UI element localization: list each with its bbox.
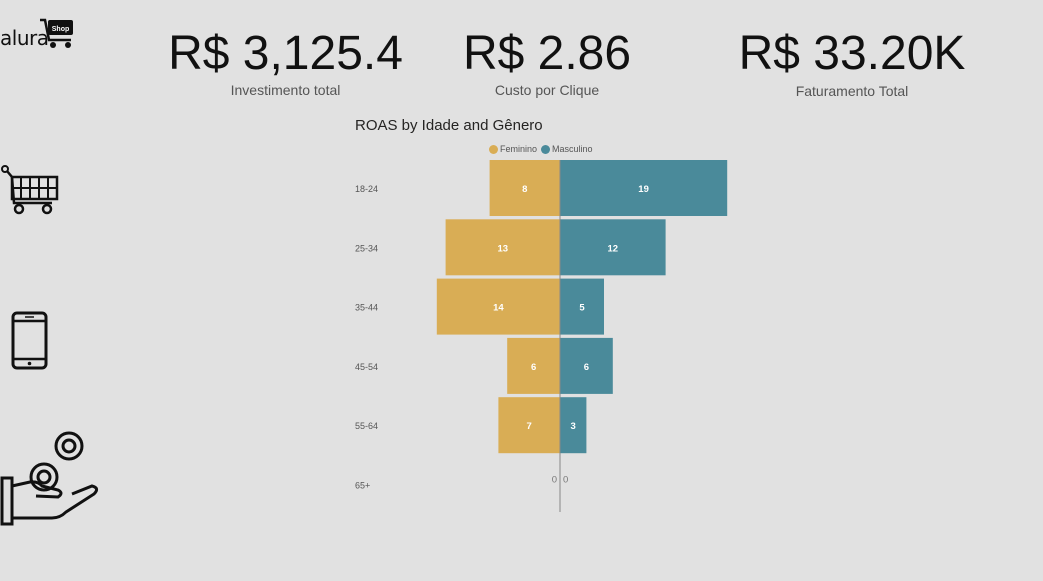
shopping-cart-icon bbox=[1, 165, 59, 215]
chart-legend: Feminino Masculino bbox=[489, 144, 593, 154]
bar-masculino bbox=[560, 337, 613, 394]
legend-item-feminino: Feminino bbox=[489, 144, 537, 154]
kpi-value: R$ 2.86 bbox=[462, 27, 632, 80]
legend-label-feminino: Feminino bbox=[500, 144, 538, 154]
bar-masculino bbox=[560, 160, 728, 216]
brand-name: alura bbox=[0, 26, 49, 50]
data-label: 12 bbox=[608, 243, 619, 254]
kpi-value: R$ 33.20K bbox=[738, 27, 966, 80]
bar-masculino bbox=[560, 278, 604, 335]
data-label: 14 bbox=[493, 303, 504, 314]
data-label: 5 bbox=[579, 303, 585, 314]
kpi-label: Faturamento Total bbox=[795, 83, 909, 99]
shop-cart-logo-icon: Shop bbox=[40, 18, 73, 48]
bar-feminino bbox=[445, 219, 560, 276]
roas-bar-chart: 18-24 8 19 25-34 13 12 35-44 14 5 45-54 6 6 55-64 7 3 6… bbox=[355, 160, 728, 512]
smartphone-icon bbox=[11, 311, 48, 370]
data-label: 19 bbox=[638, 184, 649, 195]
y-tick-label: 65+ bbox=[355, 481, 370, 491]
legend-label-masculino: Masculino bbox=[552, 144, 593, 154]
kpi-value: R$ 3,125.4 bbox=[168, 27, 403, 80]
data-label: 8 bbox=[522, 184, 527, 195]
bar-feminino bbox=[498, 397, 560, 454]
legend-dot-feminino bbox=[489, 144, 498, 154]
y-tick-label: 35-44 bbox=[355, 303, 378, 313]
hand-with-coins-icon bbox=[0, 431, 99, 526]
kpi-faturamento-total: R$ 33.20K Faturamento Total bbox=[720, 27, 984, 100]
data-label: 3 bbox=[571, 421, 576, 432]
kpi-investimento-total: R$ 3,125.4 Investimento total bbox=[160, 27, 411, 99]
kpi-label: Investimento total bbox=[230, 82, 341, 98]
bar-feminino bbox=[489, 160, 560, 216]
data-label: 0 bbox=[563, 475, 568, 486]
data-label: 13 bbox=[498, 243, 509, 254]
alura-shop-logo: alura Shop bbox=[0, 16, 80, 52]
data-label: 6 bbox=[531, 362, 536, 373]
bar-feminino bbox=[436, 278, 560, 335]
legend-item-masculino: Masculino bbox=[541, 144, 593, 154]
kpi-label: Custo por Clique bbox=[494, 82, 600, 98]
y-tick-label: 55-64 bbox=[355, 421, 378, 431]
bar-masculino bbox=[560, 397, 587, 454]
bar-feminino bbox=[507, 337, 560, 394]
kpi-custo-por-clique: R$ 2.86 Custo por Clique bbox=[440, 27, 654, 99]
bar-masculino bbox=[560, 219, 666, 276]
y-tick-label: 45-54 bbox=[355, 362, 378, 372]
data-label: 6 bbox=[584, 362, 589, 373]
data-label: 0 bbox=[552, 475, 557, 486]
y-tick-label: 18-24 bbox=[355, 184, 378, 194]
chart-title: ROAS by Idade and Gênero bbox=[355, 117, 543, 134]
brand-badge: Shop bbox=[52, 26, 70, 33]
legend-dot-masculino bbox=[541, 144, 551, 154]
y-tick-label: 25-34 bbox=[355, 243, 378, 253]
data-label: 7 bbox=[527, 421, 532, 432]
